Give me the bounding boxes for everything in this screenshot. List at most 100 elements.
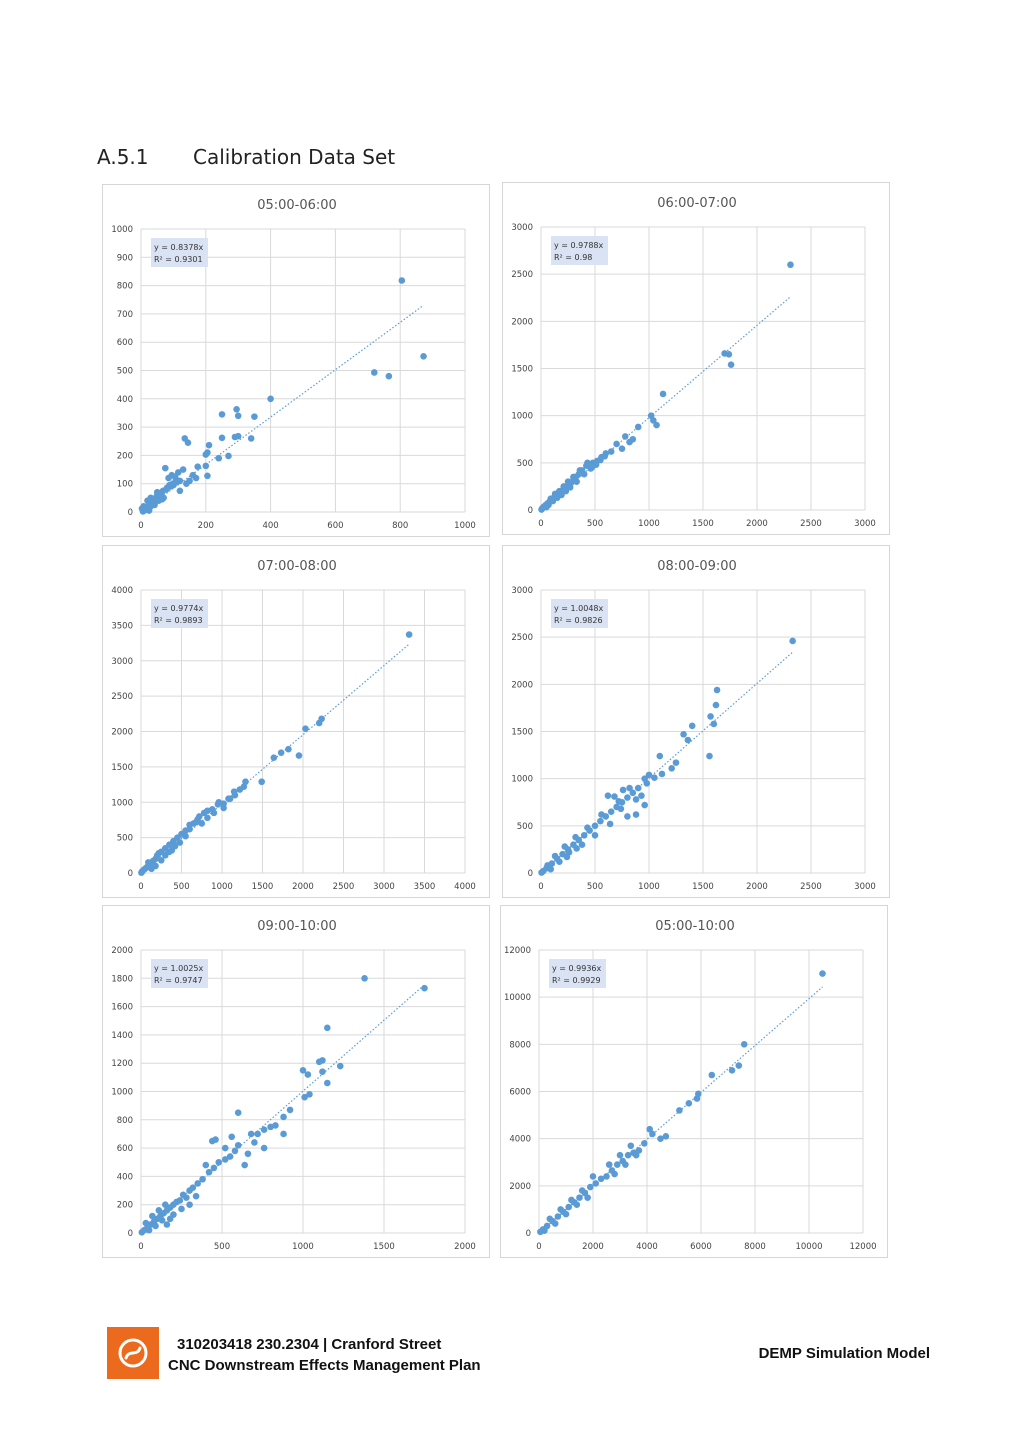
data-point [149, 1212, 156, 1220]
data-point [545, 501, 552, 509]
data-point [302, 725, 309, 732]
data-point [563, 853, 571, 861]
data-point [202, 1161, 210, 1169]
data-point [551, 852, 559, 860]
data-point [611, 793, 618, 800]
y-tick-label: 300 [117, 423, 133, 433]
x-tick-label: 600 [327, 521, 343, 531]
data-point [611, 1170, 618, 1178]
data-point [155, 849, 163, 857]
y-tick-label: 6000 [509, 1088, 531, 1098]
data-point [618, 445, 626, 452]
y-tick-label: 1500 [111, 763, 133, 773]
data-point [614, 1161, 621, 1168]
data-point [562, 1210, 570, 1218]
data-point [258, 778, 265, 786]
y-tick-label: 1000 [111, 1088, 133, 1098]
x-tick-label: 2500 [333, 882, 355, 892]
y-tick-label: 0 [128, 869, 133, 879]
data-point [398, 277, 406, 284]
data-point [617, 805, 625, 813]
data-point [707, 713, 714, 720]
equation-box [549, 959, 606, 988]
data-point [148, 865, 155, 873]
data-point [158, 1216, 166, 1224]
y-tick-label: 3000 [111, 657, 133, 667]
chart-title: 05:00-10:00 [655, 919, 735, 934]
data-point [641, 801, 648, 809]
y-tick-label: 1600 [111, 1003, 133, 1013]
data-point [562, 487, 570, 495]
equation-box [151, 959, 208, 988]
footer-project-info: 310203418 230.2304 | Cranford Street CNC… [168, 1334, 481, 1376]
x-tick-label: 1500 [252, 882, 274, 892]
data-point [580, 470, 588, 478]
x-tick-label: 0 [536, 1242, 541, 1252]
data-point [613, 440, 620, 448]
trendline [540, 297, 790, 511]
y-tick-label: 2500 [111, 692, 133, 702]
data-point [147, 494, 155, 502]
data-point [138, 505, 146, 512]
chart-title: 09:00-10:00 [257, 919, 337, 934]
data-point [566, 484, 574, 491]
data-point [544, 862, 551, 869]
data-point [186, 825, 193, 833]
data-point [624, 1151, 632, 1159]
chart-title: 07:00-08:00 [257, 559, 337, 574]
data-point [315, 1058, 323, 1066]
y-tick-label: 200 [117, 1201, 133, 1211]
data-point [735, 1062, 743, 1069]
data-point [604, 792, 612, 799]
data-point [319, 1068, 326, 1075]
x-tick-label: 0 [538, 882, 543, 892]
y-tick-label: 0 [528, 869, 533, 879]
data-point [162, 1201, 169, 1208]
data-point [597, 817, 604, 825]
data-point [564, 478, 572, 486]
data-point [420, 353, 427, 360]
data-point [546, 1215, 554, 1223]
chart-title: 05:00-06:00 [257, 198, 337, 213]
x-tick-label: 1500 [373, 1242, 395, 1252]
data-point [578, 841, 586, 848]
data-point [218, 434, 226, 442]
x-tick-label: 1000 [211, 882, 233, 892]
y-tick-label: 1000 [511, 412, 533, 422]
data-point [304, 1071, 312, 1078]
data-point [234, 432, 242, 440]
data-point [587, 1183, 594, 1191]
data-point [210, 809, 218, 817]
chart-svg-4: 08:00-09:00 0 500 1000 1500 2000 2500 3000 0 500 1… [511, 559, 875, 892]
x-tick-label: 3500 [414, 882, 436, 892]
r-squared-label: R² = 0.98 [554, 253, 592, 262]
data-point [204, 472, 211, 480]
y-tick-label: 1200 [111, 1059, 133, 1069]
r-squared-label: R² = 0.9826 [554, 616, 603, 625]
data-point [541, 1227, 548, 1234]
data-point [198, 820, 206, 827]
data-point [226, 1153, 234, 1160]
data-point [204, 814, 211, 822]
x-tick-label: 2000 [746, 882, 768, 892]
data-point [145, 507, 153, 514]
x-tick-label: 500 [214, 1242, 230, 1252]
data-point [301, 1093, 308, 1101]
data-point [236, 786, 244, 793]
data-point [688, 722, 696, 730]
y-tick-label: 3500 [111, 621, 133, 631]
data-point [233, 405, 240, 413]
data-point [706, 752, 713, 760]
data-point [247, 435, 255, 442]
x-tick-label: 1000 [638, 519, 660, 529]
y-tick-label: 400 [117, 395, 133, 405]
x-tick-label: 2000 [582, 1242, 604, 1252]
y-tick-label: 1400 [111, 1031, 133, 1041]
x-tick-label: 2500 [800, 882, 822, 892]
y-tick-label: 2500 [511, 270, 533, 280]
equation-box [151, 238, 208, 267]
data-point [659, 390, 667, 398]
x-tick-label: 400 [262, 521, 278, 531]
data-point [280, 1130, 287, 1138]
data-point [584, 1194, 591, 1201]
